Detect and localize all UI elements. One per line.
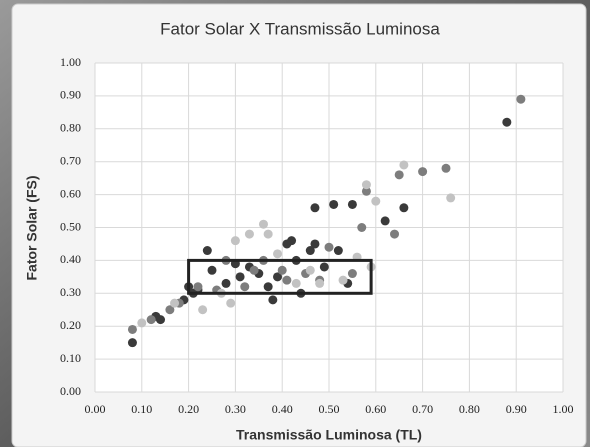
point (306, 266, 315, 275)
point (371, 197, 380, 206)
y-tick-label: 0.70 (60, 153, 81, 167)
x-tick-label: 0.70 (412, 402, 433, 416)
point (339, 276, 348, 285)
y-tick-label: 0.90 (60, 88, 81, 102)
y-tick-label: 0.10 (60, 351, 81, 365)
point (287, 236, 296, 245)
point (278, 266, 287, 275)
point (236, 272, 245, 281)
y-tick-label: 0.30 (60, 285, 81, 299)
point (446, 193, 455, 202)
y-tick-label: 0.50 (60, 219, 81, 233)
point (273, 249, 282, 258)
point (147, 315, 156, 324)
point (128, 338, 137, 347)
point (320, 262, 329, 271)
point (198, 305, 207, 314)
point (226, 299, 235, 308)
x-tick-label: 0.90 (506, 402, 527, 416)
point (381, 216, 390, 225)
point (240, 282, 249, 291)
y-tick-label: 0.20 (60, 318, 81, 332)
point (418, 167, 427, 176)
point (231, 236, 240, 245)
y-tick-label: 0.80 (60, 121, 81, 135)
x-tick-label: 0.20 (178, 402, 199, 416)
x-tick-label: 0.50 (319, 402, 340, 416)
y-tick-label: 1.00 (60, 55, 81, 69)
point (137, 318, 146, 327)
point (357, 223, 366, 232)
point (362, 180, 371, 189)
point (442, 164, 451, 173)
point (390, 230, 399, 239)
point (203, 246, 212, 255)
x-tick-label: 0.30 (225, 402, 246, 416)
point (264, 230, 273, 239)
point (208, 266, 217, 275)
point (222, 279, 231, 288)
point (268, 295, 277, 304)
point (193, 282, 202, 291)
point (399, 160, 408, 169)
point (250, 266, 259, 275)
point (315, 279, 324, 288)
point (399, 203, 408, 212)
point (502, 118, 511, 127)
point (348, 200, 357, 209)
point (348, 269, 357, 278)
point (310, 203, 319, 212)
point (156, 315, 165, 324)
y-tick-label: 0.60 (60, 186, 81, 200)
x-tick-label: 0.40 (272, 402, 293, 416)
x-tick-label: 0.80 (459, 402, 480, 416)
chart-title: Fator Solar X Transmissão Luminosa (160, 19, 440, 38)
x-tick-label: 0.00 (85, 402, 106, 416)
x-tick-label: 0.60 (365, 402, 386, 416)
point (310, 239, 319, 248)
chart: Fator Solar X Transmissão Luminosa Trans… (0, 0, 590, 447)
point (325, 243, 334, 252)
x-tick-label: 0.10 (131, 402, 152, 416)
point (329, 200, 338, 209)
y-tick-label: 0.00 (60, 384, 81, 398)
point (516, 95, 525, 104)
point (334, 246, 343, 255)
point (170, 299, 179, 308)
point (245, 230, 254, 239)
point (259, 220, 268, 229)
point (292, 279, 301, 288)
y-axis-label: Fator Solar (FS) (24, 175, 40, 280)
point (128, 325, 137, 334)
point (395, 170, 404, 179)
x-tick-label: 1.00 (553, 402, 574, 416)
page: {"chart_data": {"type": "scatter", "titl… (0, 0, 590, 447)
y-tick-label: 0.40 (60, 252, 81, 266)
point (282, 276, 291, 285)
x-axis-label: Transmissão Luminosa (TL) (236, 427, 422, 443)
point (264, 282, 273, 291)
